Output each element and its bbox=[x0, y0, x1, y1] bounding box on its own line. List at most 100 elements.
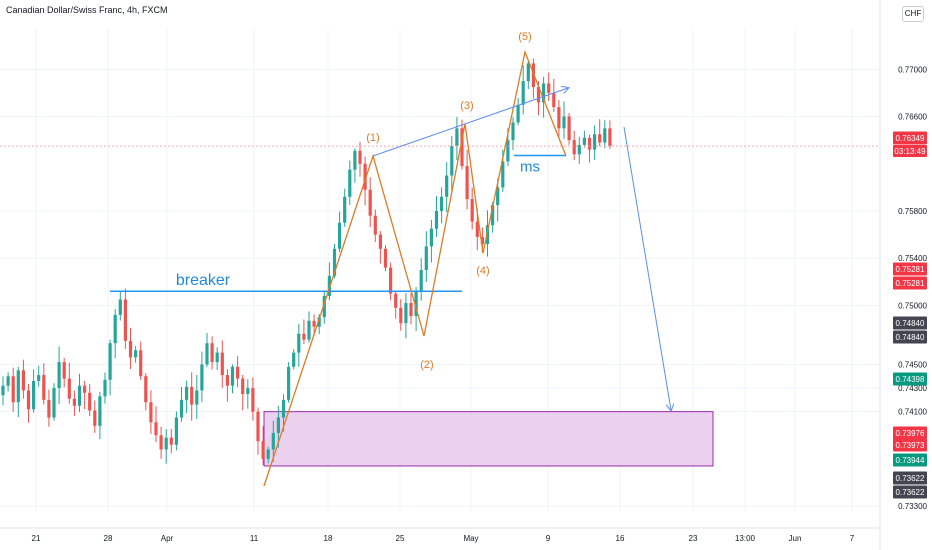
candle-body[interactable] bbox=[358, 150, 362, 164]
candle-body[interactable] bbox=[572, 140, 576, 155]
candle-body[interactable] bbox=[149, 402, 153, 423]
candle-body[interactable] bbox=[567, 116, 571, 141]
candle-body[interactable] bbox=[128, 340, 133, 358]
candle-body[interactable] bbox=[434, 210, 439, 229]
candle-body[interactable] bbox=[139, 350, 143, 377]
candle-body[interactable] bbox=[378, 234, 382, 249]
candle-body[interactable] bbox=[108, 343, 112, 380]
candle-body[interactable] bbox=[536, 87, 541, 103]
candle-body[interactable] bbox=[582, 137, 586, 145]
candle-body[interactable] bbox=[389, 267, 393, 294]
candle-body[interactable] bbox=[220, 352, 224, 376]
candle-body[interactable] bbox=[511, 122, 515, 141]
candle-body[interactable] bbox=[98, 396, 102, 426]
candle-body[interactable] bbox=[67, 378, 71, 399]
candle-body[interactable] bbox=[521, 81, 525, 105]
candle-body[interactable] bbox=[480, 236, 484, 245]
candle-body[interactable] bbox=[11, 376, 15, 403]
candle-body[interactable] bbox=[348, 169, 352, 197]
candle-body[interactable] bbox=[399, 307, 403, 324]
candle-body[interactable] bbox=[496, 187, 500, 206]
candle-body[interactable] bbox=[62, 362, 66, 379]
candle-body[interactable] bbox=[266, 449, 270, 459]
candle-body[interactable] bbox=[445, 175, 449, 197]
candle-body[interactable] bbox=[460, 128, 464, 167]
candle-body[interactable] bbox=[246, 388, 250, 394]
candle-body[interactable] bbox=[225, 375, 229, 386]
candle-body[interactable] bbox=[475, 221, 479, 237]
candle-body[interactable] bbox=[506, 140, 510, 162]
candle-body[interactable] bbox=[526, 63, 530, 82]
candle-body[interactable] bbox=[134, 350, 138, 358]
candle-body[interactable] bbox=[215, 352, 219, 363]
candle-body[interactable] bbox=[440, 196, 444, 211]
candle-body[interactable] bbox=[154, 422, 158, 436]
candle-body[interactable] bbox=[174, 417, 178, 445]
candle-body[interactable] bbox=[409, 303, 413, 317]
candle-body[interactable] bbox=[465, 166, 469, 200]
candle-body[interactable] bbox=[419, 270, 423, 292]
candle-body[interactable] bbox=[383, 248, 388, 268]
candle-body[interactable] bbox=[281, 399, 286, 418]
candle-body[interactable] bbox=[185, 386, 189, 400]
candle-body[interactable] bbox=[6, 376, 10, 386]
candle-body[interactable] bbox=[26, 390, 31, 410]
candle-body[interactable] bbox=[118, 299, 122, 315]
candle-body[interactable] bbox=[52, 388, 56, 418]
candle-body[interactable] bbox=[93, 410, 97, 426]
candle-body[interactable] bbox=[271, 432, 275, 450]
candle-body[interactable] bbox=[516, 104, 520, 123]
candle-body[interactable] bbox=[113, 314, 117, 344]
candle-body[interactable] bbox=[542, 83, 546, 103]
candle-body[interactable] bbox=[338, 222, 342, 249]
candle-body[interactable] bbox=[179, 399, 184, 418]
candle-body[interactable] bbox=[205, 343, 209, 365]
candle-body[interactable] bbox=[593, 134, 597, 150]
candle-body[interactable] bbox=[159, 435, 163, 450]
candle-body[interactable] bbox=[1, 385, 5, 396]
candle-body[interactable] bbox=[317, 317, 321, 327]
candle-body[interactable] bbox=[547, 83, 551, 93]
candle-body[interactable] bbox=[312, 320, 316, 327]
candle-body[interactable] bbox=[236, 366, 240, 379]
candle-body[interactable] bbox=[195, 390, 199, 405]
candle-body[interactable] bbox=[230, 366, 235, 386]
candle-body[interactable] bbox=[307, 320, 311, 340]
candle-body[interactable] bbox=[297, 333, 301, 353]
candle-body[interactable] bbox=[37, 375, 41, 381]
candle-body[interactable] bbox=[557, 107, 561, 129]
candle-body[interactable] bbox=[292, 352, 296, 367]
candle-body[interactable] bbox=[424, 246, 428, 270]
candle-body[interactable] bbox=[32, 380, 36, 410]
candle-body[interactable] bbox=[363, 163, 367, 190]
candle-body[interactable] bbox=[276, 417, 280, 433]
candle-body[interactable] bbox=[123, 299, 127, 341]
candle-body[interactable] bbox=[144, 376, 148, 403]
candle-body[interactable] bbox=[241, 378, 245, 394]
candle-body[interactable] bbox=[598, 134, 602, 143]
candle-body[interactable] bbox=[429, 228, 433, 247]
candle-body[interactable] bbox=[332, 248, 337, 276]
candle-body[interactable] bbox=[455, 128, 459, 147]
candle-body[interactable] bbox=[368, 189, 372, 216]
candle-body[interactable] bbox=[200, 364, 204, 391]
candle-body[interactable] bbox=[103, 379, 107, 397]
candle-body[interactable] bbox=[414, 291, 418, 317]
demand-zone[interactable] bbox=[263, 411, 714, 467]
trend-channel-line[interactable] bbox=[372, 88, 568, 157]
candle-body[interactable] bbox=[603, 128, 607, 143]
candle-body[interactable] bbox=[450, 146, 454, 176]
candle-body[interactable] bbox=[16, 370, 20, 403]
candle-body[interactable] bbox=[251, 388, 255, 412]
candle-body[interactable] bbox=[47, 399, 51, 418]
candle-body[interactable] bbox=[531, 63, 535, 88]
candle-body[interactable] bbox=[77, 385, 82, 406]
candle-body[interactable] bbox=[394, 293, 398, 308]
candle-body[interactable] bbox=[552, 92, 556, 108]
candle-body[interactable] bbox=[287, 366, 291, 400]
candle-body[interactable] bbox=[322, 295, 326, 318]
candle-body[interactable] bbox=[587, 137, 592, 150]
candle-body[interactable] bbox=[343, 196, 347, 223]
candle-body[interactable] bbox=[491, 205, 495, 226]
candle-body[interactable] bbox=[210, 343, 214, 363]
